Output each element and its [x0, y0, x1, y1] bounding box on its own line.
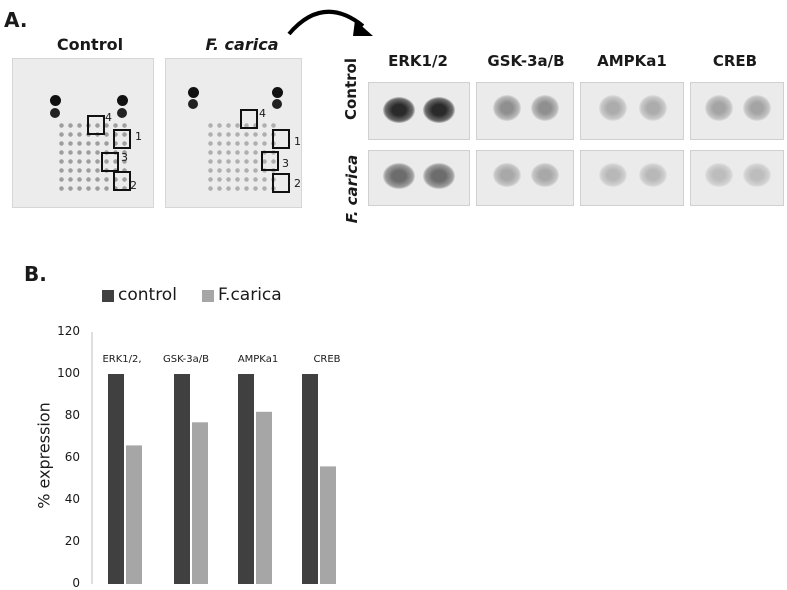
legend-swatch-control [102, 290, 114, 302]
blot-strip-control-erk [368, 82, 470, 140]
array-title-fcarica: F. carica [205, 35, 279, 54]
array-spot-grid [57, 121, 127, 191]
blot-spot [599, 95, 627, 121]
blot-spot [639, 163, 667, 187]
bar-fcarica-creb [320, 466, 336, 584]
marker-box-3 [101, 152, 119, 172]
marker-number-1: 1 [294, 135, 301, 148]
blot-strip-control-ampk [580, 82, 684, 140]
y-tick-label: 20 [64, 534, 80, 548]
blot-spot [493, 163, 521, 187]
reference-spot [50, 95, 61, 106]
reference-spot [272, 99, 282, 109]
panel-b-label: B. [24, 262, 47, 286]
blot-label-gsk: GSK-3a/B [487, 52, 565, 70]
legend-label-control: control [118, 285, 177, 305]
marker-number-2: 2 [294, 177, 301, 190]
marker-box-4 [240, 109, 258, 129]
blot-spot [639, 95, 667, 121]
blot-spot [743, 163, 771, 187]
marker-number-3: 3 [282, 157, 289, 170]
blot-spot [599, 163, 627, 187]
blot-spot [493, 95, 521, 121]
y-tick-label: 100 [57, 366, 80, 380]
reference-spot [117, 108, 127, 118]
marker-box-1 [113, 129, 131, 149]
blot-spot [383, 97, 415, 123]
marker-number-3: 3 [121, 151, 128, 164]
blot-strip-control-gsk [476, 82, 574, 140]
y-tick-label: 80 [64, 408, 80, 422]
blot-strip-fcarica-creb [690, 150, 784, 206]
blot-spot [531, 95, 559, 121]
marker-box-4 [87, 115, 105, 135]
bar-fcarica-ampk [256, 411, 272, 584]
blot-label-erk: ERK1/2 [388, 52, 448, 70]
y-tick-label: 60 [64, 450, 80, 464]
blot-spot [531, 163, 559, 187]
curved-arrow-icon [287, 9, 373, 36]
bar-control-creb [302, 374, 318, 584]
reference-spot [117, 95, 128, 106]
category-label-erk: ERK1/2, [102, 354, 142, 365]
y-tick-label: 120 [57, 324, 80, 338]
marker-number-1: 1 [135, 130, 142, 143]
blot-spot [423, 163, 455, 189]
array-spot-grid [206, 121, 276, 193]
blot-label-ampk: AMPKa1 [597, 52, 667, 70]
marker-box-3 [261, 151, 279, 171]
bar-control-ampk [238, 374, 254, 584]
array-title-control: Control [56, 35, 124, 54]
blot-spot [383, 163, 415, 189]
array-image-fcarica: 4 1 3 2 [165, 58, 302, 208]
panel-a-label: A. [4, 8, 28, 32]
blot-spot [705, 95, 733, 121]
marker-box-1 [272, 129, 290, 149]
bar-control-erk [108, 374, 124, 584]
category-label-ampk: AMPKa1 [237, 354, 279, 365]
bar-control-gsk [174, 374, 190, 584]
blot-spot [423, 97, 455, 123]
legend-swatch-fcarica [202, 290, 214, 302]
category-label-gsk: GSK-3a/B [163, 354, 209, 365]
bar-fcarica-gsk [192, 422, 208, 584]
blot-spot [705, 163, 733, 187]
reference-spot [50, 108, 60, 118]
marker-number-2: 2 [130, 179, 137, 192]
y-tick-label: 0 [72, 576, 80, 590]
reference-spot [188, 99, 198, 109]
y-tick-label: 40 [64, 492, 80, 506]
blot-spot [743, 95, 771, 121]
category-label-creb: CREB [313, 354, 341, 365]
marker-number-4: 4 [259, 107, 266, 120]
blot-strip-fcarica-erk [368, 150, 470, 206]
marker-number-4: 4 [105, 111, 112, 124]
array-image-control: 4 1 3 2 [12, 58, 154, 208]
blot-strip-fcarica-gsk [476, 150, 574, 206]
blot-strip-fcarica-ampk [580, 150, 684, 206]
bar-fcarica-erk [126, 445, 142, 584]
legend-label-fcarica: F.carica [218, 285, 282, 305]
reference-spot [272, 87, 283, 98]
marker-box-2 [272, 173, 290, 193]
reference-spot [188, 87, 199, 98]
marker-box-2 [113, 171, 131, 191]
blot-label-creb: CREB [712, 52, 758, 70]
blot-strip-control-creb [690, 82, 784, 140]
